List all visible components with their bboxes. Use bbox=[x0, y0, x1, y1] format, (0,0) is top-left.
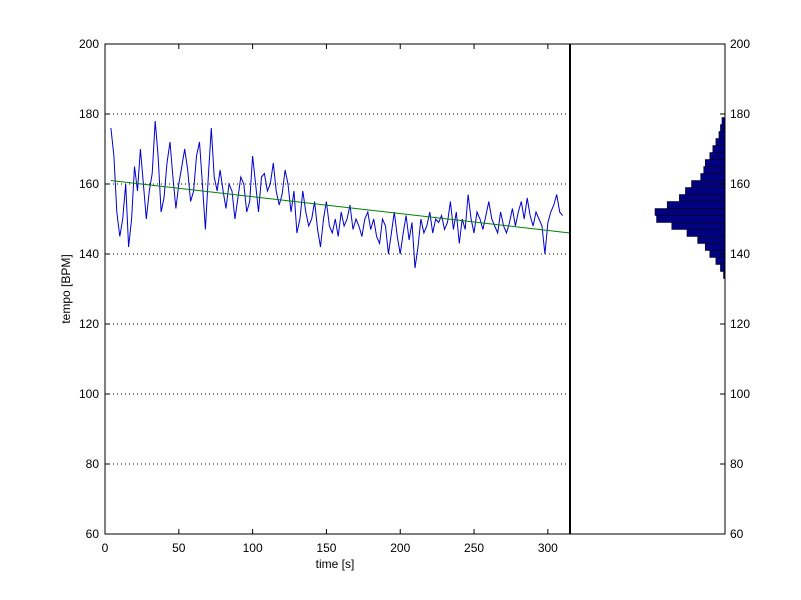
histogram-bar-160 bbox=[691, 180, 726, 188]
histogram-bar-148 bbox=[671, 222, 726, 230]
y-tick-label-left: 80 bbox=[86, 457, 100, 471]
y-tick-label-right: 200 bbox=[730, 37, 750, 51]
y-axis-title: tempo [BPM] bbox=[59, 254, 73, 323]
x-tick-label: 100 bbox=[243, 541, 263, 555]
tempo-series-line bbox=[110, 120, 563, 269]
y-tick-label-left: 200 bbox=[79, 37, 99, 51]
x-axis-title: time [s] bbox=[316, 557, 355, 571]
left-series-layer bbox=[110, 120, 571, 269]
y-tick-label-left: 100 bbox=[79, 387, 99, 401]
y-tick-label-left: 180 bbox=[79, 107, 99, 121]
x-tick-label: 50 bbox=[172, 541, 186, 555]
y-tick-label-right: 140 bbox=[730, 247, 750, 261]
histogram-bar-174 bbox=[718, 131, 726, 139]
trend-series-line bbox=[110, 180, 571, 234]
histogram-bar-170 bbox=[712, 145, 726, 153]
right-ticks-layer: 60 80 100 120 140 160 180 200 bbox=[720, 37, 750, 541]
y-tick-label-left: 160 bbox=[79, 177, 99, 191]
histogram-bar-164 bbox=[703, 166, 726, 174]
histogram-bar-158 bbox=[685, 187, 726, 195]
y-tick-label-right: 160 bbox=[730, 177, 750, 191]
x-tick-label: 300 bbox=[538, 541, 558, 555]
histogram-bar-166 bbox=[704, 159, 726, 167]
x-tick-label: 0 bbox=[102, 541, 109, 555]
y-tick-label-right: 120 bbox=[730, 317, 750, 331]
y-tick-label-right: 60 bbox=[730, 527, 744, 541]
x-tick-label: 150 bbox=[316, 541, 336, 555]
y-tick-label-right: 80 bbox=[730, 457, 744, 471]
x-tick-label: 200 bbox=[390, 541, 410, 555]
y-tick-label-right: 180 bbox=[730, 107, 750, 121]
x-tick-label: 250 bbox=[464, 541, 484, 555]
right-plot-area bbox=[570, 44, 725, 534]
histogram-bar-142 bbox=[704, 243, 726, 251]
histogram-bar-152 bbox=[654, 208, 726, 216]
histogram-bar-168 bbox=[709, 152, 726, 160]
histogram-bar-176 bbox=[720, 124, 726, 132]
left-axes: 60 80 100 120 140 160 180 200 0 50 100 150 200 250 300… bbox=[59, 37, 571, 571]
histogram-bar-156 bbox=[679, 194, 726, 202]
y-tick-label-left: 120 bbox=[79, 317, 99, 331]
y-tick-label-left: 140 bbox=[79, 247, 99, 261]
right-axes: 60 80 100 120 140 160 180 200 bbox=[569, 37, 750, 541]
histogram-bar-150 bbox=[656, 215, 726, 223]
histogram-bar-154 bbox=[666, 201, 726, 209]
histogram-bar-172 bbox=[715, 138, 726, 146]
y-tick-label-right: 100 bbox=[730, 387, 750, 401]
histogram-bar-162 bbox=[700, 173, 726, 181]
histogram-bar-144 bbox=[697, 236, 726, 244]
histogram-bar-136 bbox=[720, 264, 726, 272]
left-plot-area bbox=[105, 44, 570, 534]
histogram-layer bbox=[654, 117, 726, 279]
histogram-bar-146 bbox=[686, 229, 726, 237]
left-ticks-layer: 60 80 100 120 140 160 180 200 0 50 100 150 200 250 300 bbox=[79, 37, 558, 555]
left-gridlines bbox=[105, 113, 570, 465]
y-tick-label-left: 60 bbox=[86, 527, 100, 541]
histogram-bar-138 bbox=[715, 257, 726, 265]
